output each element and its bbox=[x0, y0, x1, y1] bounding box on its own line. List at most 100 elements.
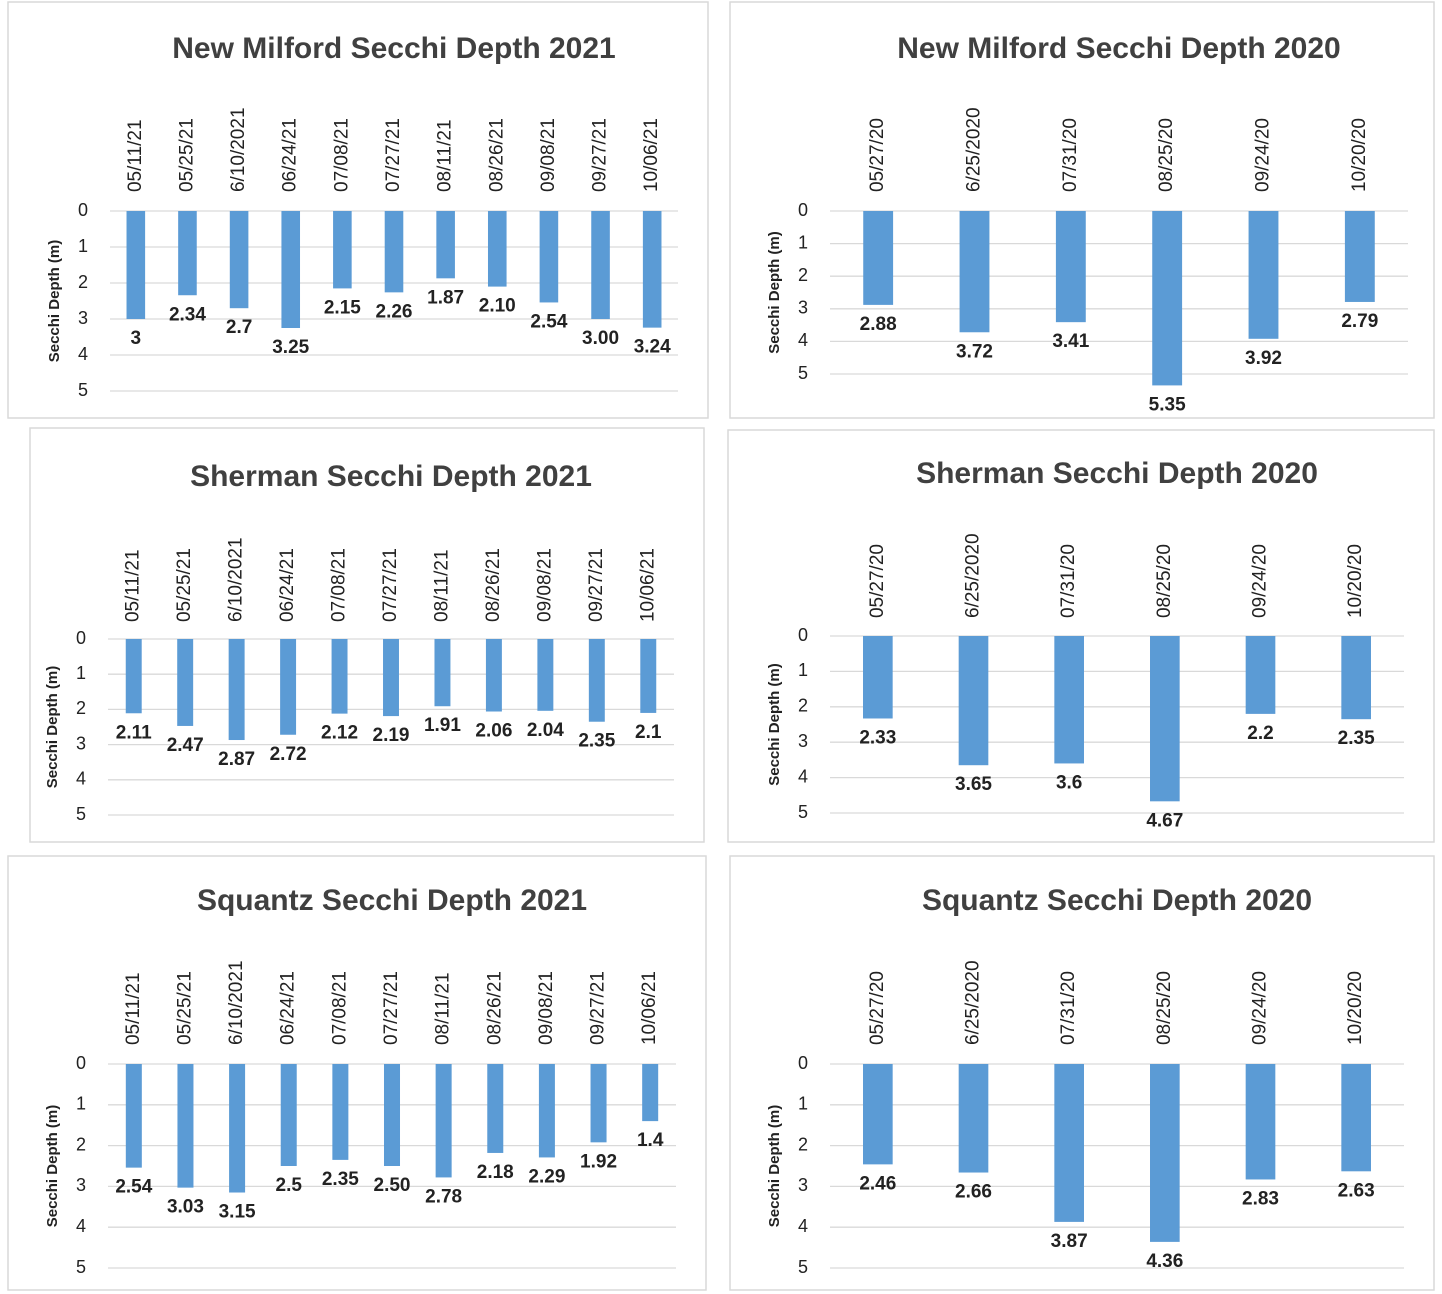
x-tick-label: 08/25/20 bbox=[1154, 971, 1175, 1045]
x-tick-label: 09/24/20 bbox=[1250, 971, 1271, 1045]
chart-border bbox=[729, 855, 1435, 1291]
value-label: 2.88 bbox=[860, 314, 897, 335]
x-tick-label: 10/06/21 bbox=[641, 118, 662, 192]
value-label: 3.00 bbox=[582, 328, 619, 349]
bar bbox=[126, 211, 146, 319]
value-label: 2.35 bbox=[1338, 728, 1375, 749]
value-label: 3.03 bbox=[167, 1197, 204, 1218]
y-tick-label: 3 bbox=[798, 731, 808, 751]
chart-title: New Milford Secchi Depth 2021 bbox=[172, 32, 615, 65]
value-label: 2.66 bbox=[955, 1182, 992, 1203]
x-tick-label: 09/24/20 bbox=[1250, 544, 1271, 618]
value-label: 2.26 bbox=[376, 301, 413, 322]
y-tick-label: 3 bbox=[76, 733, 86, 753]
value-label: 3.24 bbox=[634, 337, 671, 358]
y-tick-label: 1 bbox=[798, 1094, 808, 1114]
bar bbox=[590, 1064, 607, 1143]
value-label: 1.4 bbox=[637, 1130, 664, 1151]
y-tick-label: 4 bbox=[78, 344, 88, 364]
bar bbox=[177, 639, 194, 726]
x-tick-label: 07/31/20 bbox=[1060, 118, 1081, 192]
x-tick-label: 05/27/20 bbox=[867, 544, 888, 618]
bar bbox=[229, 1064, 246, 1193]
bar bbox=[1248, 211, 1279, 339]
bar bbox=[435, 1064, 452, 1178]
value-label: 3.72 bbox=[956, 341, 993, 362]
y-tick-label: 4 bbox=[798, 1216, 808, 1236]
x-tick-label: 07/27/21 bbox=[381, 971, 402, 1045]
x-tick-label: 6/10/2021 bbox=[228, 107, 249, 192]
value-label: 3.92 bbox=[1245, 348, 1282, 369]
y-tick-label: 1 bbox=[76, 663, 86, 683]
y-tick-label: 0 bbox=[76, 628, 86, 648]
value-label: 2.18 bbox=[477, 1162, 514, 1183]
y-tick-label: 1 bbox=[78, 236, 88, 256]
bar bbox=[125, 639, 142, 714]
y-tick-label: 1 bbox=[798, 660, 808, 680]
x-tick-label: 06/24/21 bbox=[278, 971, 299, 1045]
bar bbox=[958, 636, 989, 766]
value-label: 2.46 bbox=[859, 1173, 896, 1194]
x-tick-label: 6/25/2020 bbox=[963, 533, 984, 618]
y-tick-label: 3 bbox=[76, 1175, 86, 1195]
x-tick-label: 07/08/21 bbox=[329, 548, 350, 622]
bar bbox=[1055, 211, 1086, 323]
x-tick-label: 09/24/20 bbox=[1253, 118, 1274, 192]
x-tick-label: 07/08/21 bbox=[329, 971, 350, 1045]
y-tick-label: 0 bbox=[78, 200, 88, 220]
y-tick-label: 5 bbox=[798, 802, 808, 822]
x-tick-label: 07/27/21 bbox=[383, 118, 404, 192]
bar bbox=[487, 1064, 504, 1153]
y-tick-label: 5 bbox=[798, 363, 808, 383]
chart-border bbox=[729, 1, 1435, 419]
bar bbox=[229, 211, 249, 309]
bar bbox=[1341, 636, 1371, 720]
chart-border bbox=[29, 427, 705, 843]
x-tick-label: 08/11/21 bbox=[435, 119, 456, 192]
value-label: 2.1 bbox=[635, 722, 662, 743]
y-tick-label: 2 bbox=[76, 698, 86, 718]
x-tick-label: 05/25/21 bbox=[174, 971, 195, 1045]
bar bbox=[1245, 636, 1276, 714]
value-label: 1.91 bbox=[424, 715, 461, 736]
y-tick-label: 0 bbox=[798, 1053, 808, 1073]
y-tick-label: 2 bbox=[798, 1134, 808, 1154]
bar bbox=[485, 639, 502, 712]
bar bbox=[280, 639, 297, 735]
x-tick-label: 10/20/20 bbox=[1345, 544, 1366, 618]
y-tick-label: 4 bbox=[76, 769, 86, 789]
x-tick-label: 6/10/2021 bbox=[226, 537, 247, 622]
x-tick-label: 08/26/21 bbox=[484, 971, 505, 1045]
value-label: 2.47 bbox=[167, 735, 204, 756]
value-label: 3.65 bbox=[955, 774, 992, 795]
x-tick-label: 08/11/21 bbox=[431, 549, 452, 622]
x-tick-label: 09/08/21 bbox=[538, 118, 559, 192]
value-label: 2.50 bbox=[374, 1175, 411, 1196]
y-tick-label: 3 bbox=[798, 1175, 808, 1195]
x-tick-label: 05/27/20 bbox=[867, 971, 888, 1045]
bar bbox=[383, 1064, 401, 1166]
bar bbox=[228, 639, 245, 741]
y-tick-label: 2 bbox=[76, 1134, 86, 1154]
bar bbox=[959, 211, 990, 333]
value-label: 2.72 bbox=[270, 744, 307, 765]
x-tick-label: 08/25/20 bbox=[1154, 544, 1175, 618]
y-tick-label: 5 bbox=[78, 380, 88, 400]
x-tick-label: 09/27/21 bbox=[586, 548, 607, 622]
x-tick-label: 05/11/21 bbox=[123, 972, 144, 1045]
bar bbox=[640, 639, 657, 713]
bar bbox=[436, 211, 455, 279]
value-label: 4.36 bbox=[1146, 1251, 1183, 1272]
bar bbox=[384, 211, 404, 293]
x-tick-label: 06/24/21 bbox=[277, 548, 298, 622]
value-label: 2.54 bbox=[530, 311, 567, 332]
x-tick-label: 05/27/20 bbox=[867, 118, 888, 192]
y-tick-label: 5 bbox=[76, 1257, 86, 1277]
value-label: 2.79 bbox=[1341, 311, 1378, 332]
x-tick-label: 10/20/20 bbox=[1349, 118, 1370, 192]
y-tick-label: 3 bbox=[798, 298, 808, 318]
value-label: 2.7 bbox=[226, 317, 252, 338]
chart-border bbox=[7, 855, 707, 1291]
x-tick-label: 09/08/21 bbox=[536, 971, 557, 1045]
bar bbox=[642, 1064, 659, 1122]
